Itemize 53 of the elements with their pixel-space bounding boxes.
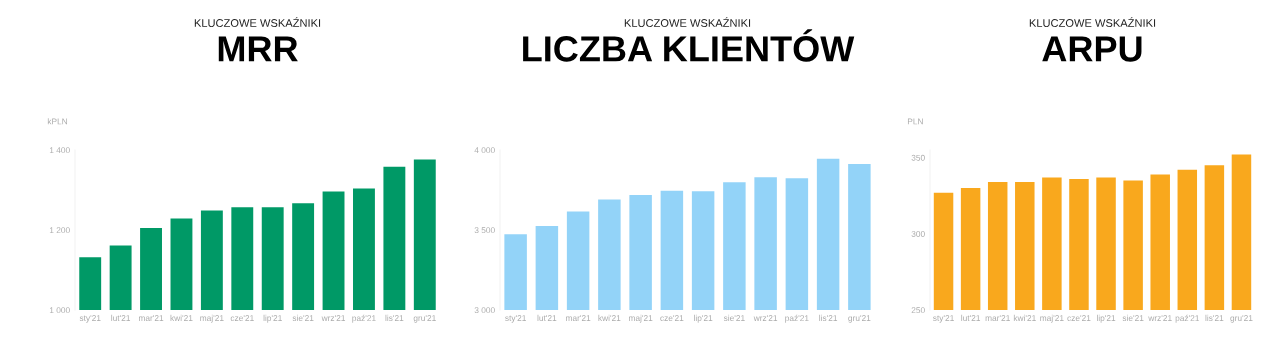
x-tick-label: wrz'21 xyxy=(753,315,778,321)
x-tick-label: gru'21 xyxy=(848,315,871,323)
y-tick-label: 3 500 xyxy=(474,227,495,234)
chart-subtitle: KLUCZOWE WSKAŹNIKI xyxy=(624,17,751,27)
x-tick-label: sie'21 xyxy=(292,314,314,321)
x-tick-label: lut'21 xyxy=(961,314,981,321)
x-tick-label: sie'21 xyxy=(723,314,745,321)
x-tick-label: gru'21 xyxy=(413,315,436,323)
x-tick-label: maj'21 xyxy=(200,314,224,323)
chart-title: ARPU xyxy=(1042,36,1142,62)
y-axis-title: kPLN xyxy=(47,118,68,125)
y-tick-label: 250 xyxy=(911,307,925,314)
x-tick-label: lis'21 xyxy=(819,314,838,321)
chart-title: MRR xyxy=(218,36,298,62)
y-axis-title: PLN xyxy=(907,118,923,125)
y-tick-label: 3 000 xyxy=(474,307,495,314)
x-tick-label: cze'21 xyxy=(230,315,254,321)
x-tick-label: lut'21 xyxy=(537,314,557,321)
x-tick-label: sie'21 xyxy=(1122,314,1144,321)
x-tick-label: kwi'21 xyxy=(1013,314,1036,321)
x-tick-label: lip'21 xyxy=(263,314,282,323)
chart-title: LICZBA KLIENTÓW xyxy=(523,29,855,62)
x-tick-label: sty'21 xyxy=(79,315,101,323)
y-tick-label: 4 000 xyxy=(474,147,495,154)
y-tick-label: 300 xyxy=(911,231,925,237)
x-tick-label: mar'21 xyxy=(566,315,591,321)
x-tick-label: paź'21 xyxy=(352,314,376,323)
x-tick-label: kwi'21 xyxy=(170,314,193,321)
x-tick-label: maj'21 xyxy=(629,314,653,323)
y-tick-label: 350 xyxy=(911,154,925,161)
x-tick-label: lip'21 xyxy=(694,314,713,323)
x-tick-label: cze'21 xyxy=(660,315,684,321)
x-tick-label: lis'21 xyxy=(385,314,404,321)
x-tick-label: maj'21 xyxy=(1040,314,1064,323)
x-tick-label: wrz'21 xyxy=(321,315,346,321)
x-tick-label: lip'21 xyxy=(1097,314,1116,323)
y-tick-label: 1 000 xyxy=(49,307,70,314)
x-tick-label: kwi'21 xyxy=(598,314,621,321)
x-tick-label: wrz'21 xyxy=(1148,315,1172,321)
x-tick-label: lis'21 xyxy=(1205,314,1224,321)
x-tick-label: paź'21 xyxy=(1175,314,1200,323)
x-tick-label: paź'21 xyxy=(785,314,809,323)
x-tick-label: lut'21 xyxy=(111,314,131,321)
chart-subtitle: KLUCZOWE WSKAŹNIKI xyxy=(194,17,321,27)
x-tick-label: gru'21 xyxy=(1230,315,1253,323)
y-tick-label: 1 400 xyxy=(49,147,70,154)
x-tick-label: sty'21 xyxy=(505,315,526,323)
x-tick-label: mar'21 xyxy=(985,315,1010,321)
x-tick-label: mar'21 xyxy=(138,315,164,321)
y-tick-label: 1 200 xyxy=(49,227,70,234)
x-tick-label: sty'21 xyxy=(933,315,954,323)
x-tick-label: cze'21 xyxy=(1067,315,1091,321)
chart-subtitle: KLUCZOWE WSKAŹNIKI xyxy=(1029,17,1156,27)
